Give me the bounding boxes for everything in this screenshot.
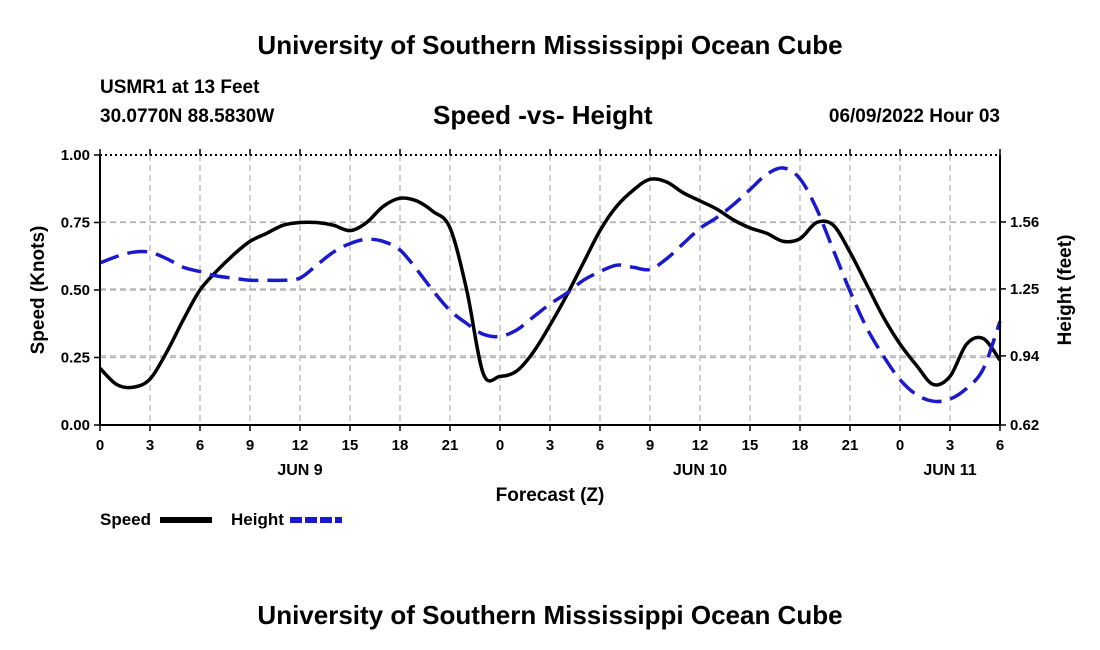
footer-title: University of Southern Mississippi Ocean…: [257, 600, 843, 630]
x-axis-title: Forecast (Z): [496, 485, 605, 506]
y-right-tick-label: 1.25: [1010, 281, 1039, 298]
x-tick-label: 9: [246, 437, 254, 454]
x-tick-label: 21: [842, 437, 859, 454]
y-right-tick-label: 0.94: [1010, 348, 1040, 365]
x-tick-label: 12: [692, 437, 709, 454]
y-left-tick-label: 0.75: [61, 215, 90, 232]
x-tick-label: 18: [792, 437, 809, 454]
station-coordinates: 30.0770N 88.5830W: [100, 106, 275, 127]
x-tick-label: 0: [96, 437, 104, 454]
day-label: JUN 10: [673, 462, 727, 479]
y-right-tick-label: 1.56: [1010, 214, 1039, 231]
y-left-tick-label: 0.00: [61, 417, 90, 434]
y-left-axis-title: Speed (Knots): [28, 226, 49, 355]
x-tick-label: 3: [146, 437, 154, 454]
x-tick-label: 18: [392, 437, 409, 454]
chart-ticks: 0 3 6 9 12 15 18 21 0 3 6 9 12 15 18 21 0 3 6 0.00 0.25 0.50 0…: [28, 147, 1076, 506]
page-title: University of Southern Mississippi Ocean…: [257, 30, 843, 60]
day-label: JUN 9: [277, 462, 322, 479]
legend-speed-label: Speed: [100, 510, 152, 529]
legend-height-label: Height: [231, 510, 284, 529]
x-tick-label: 12: [292, 437, 309, 454]
x-tick-label: 6: [596, 437, 604, 454]
chart-title: Speed -vs- Height: [433, 100, 653, 130]
y-left-tick-label: 0.25: [61, 350, 90, 367]
x-tick-label: 6: [996, 437, 1004, 454]
x-tick-label: 0: [496, 437, 504, 454]
station-label: USMR1 at 13 Feet: [100, 77, 260, 98]
x-tick-label: 6: [196, 437, 204, 454]
x-tick-label: 3: [946, 437, 954, 454]
chart-series-group: [98, 166, 1002, 404]
forecast-datetime: 06/09/2022 Hour 03: [828, 106, 1000, 127]
series-line-speed: [98, 177, 1002, 390]
x-tick-label: 15: [742, 437, 759, 454]
x-tick-label: 9: [646, 437, 654, 454]
x-tick-label: 15: [342, 437, 359, 454]
y-left-tick-label: 0.50: [61, 282, 90, 299]
x-tick-label: 0: [896, 437, 904, 454]
x-tick-label: 3: [546, 437, 554, 454]
x-tick-label: 21: [442, 437, 459, 454]
y-right-axis-title: Height (feet): [1055, 235, 1076, 346]
day-label: JUN 11: [923, 462, 976, 479]
chart-grid: [100, 155, 1000, 425]
y-right-tick-label: 0.62: [1010, 417, 1039, 434]
series-line-height: [99, 166, 1002, 404]
y-left-tick-label: 1.00: [61, 147, 90, 164]
